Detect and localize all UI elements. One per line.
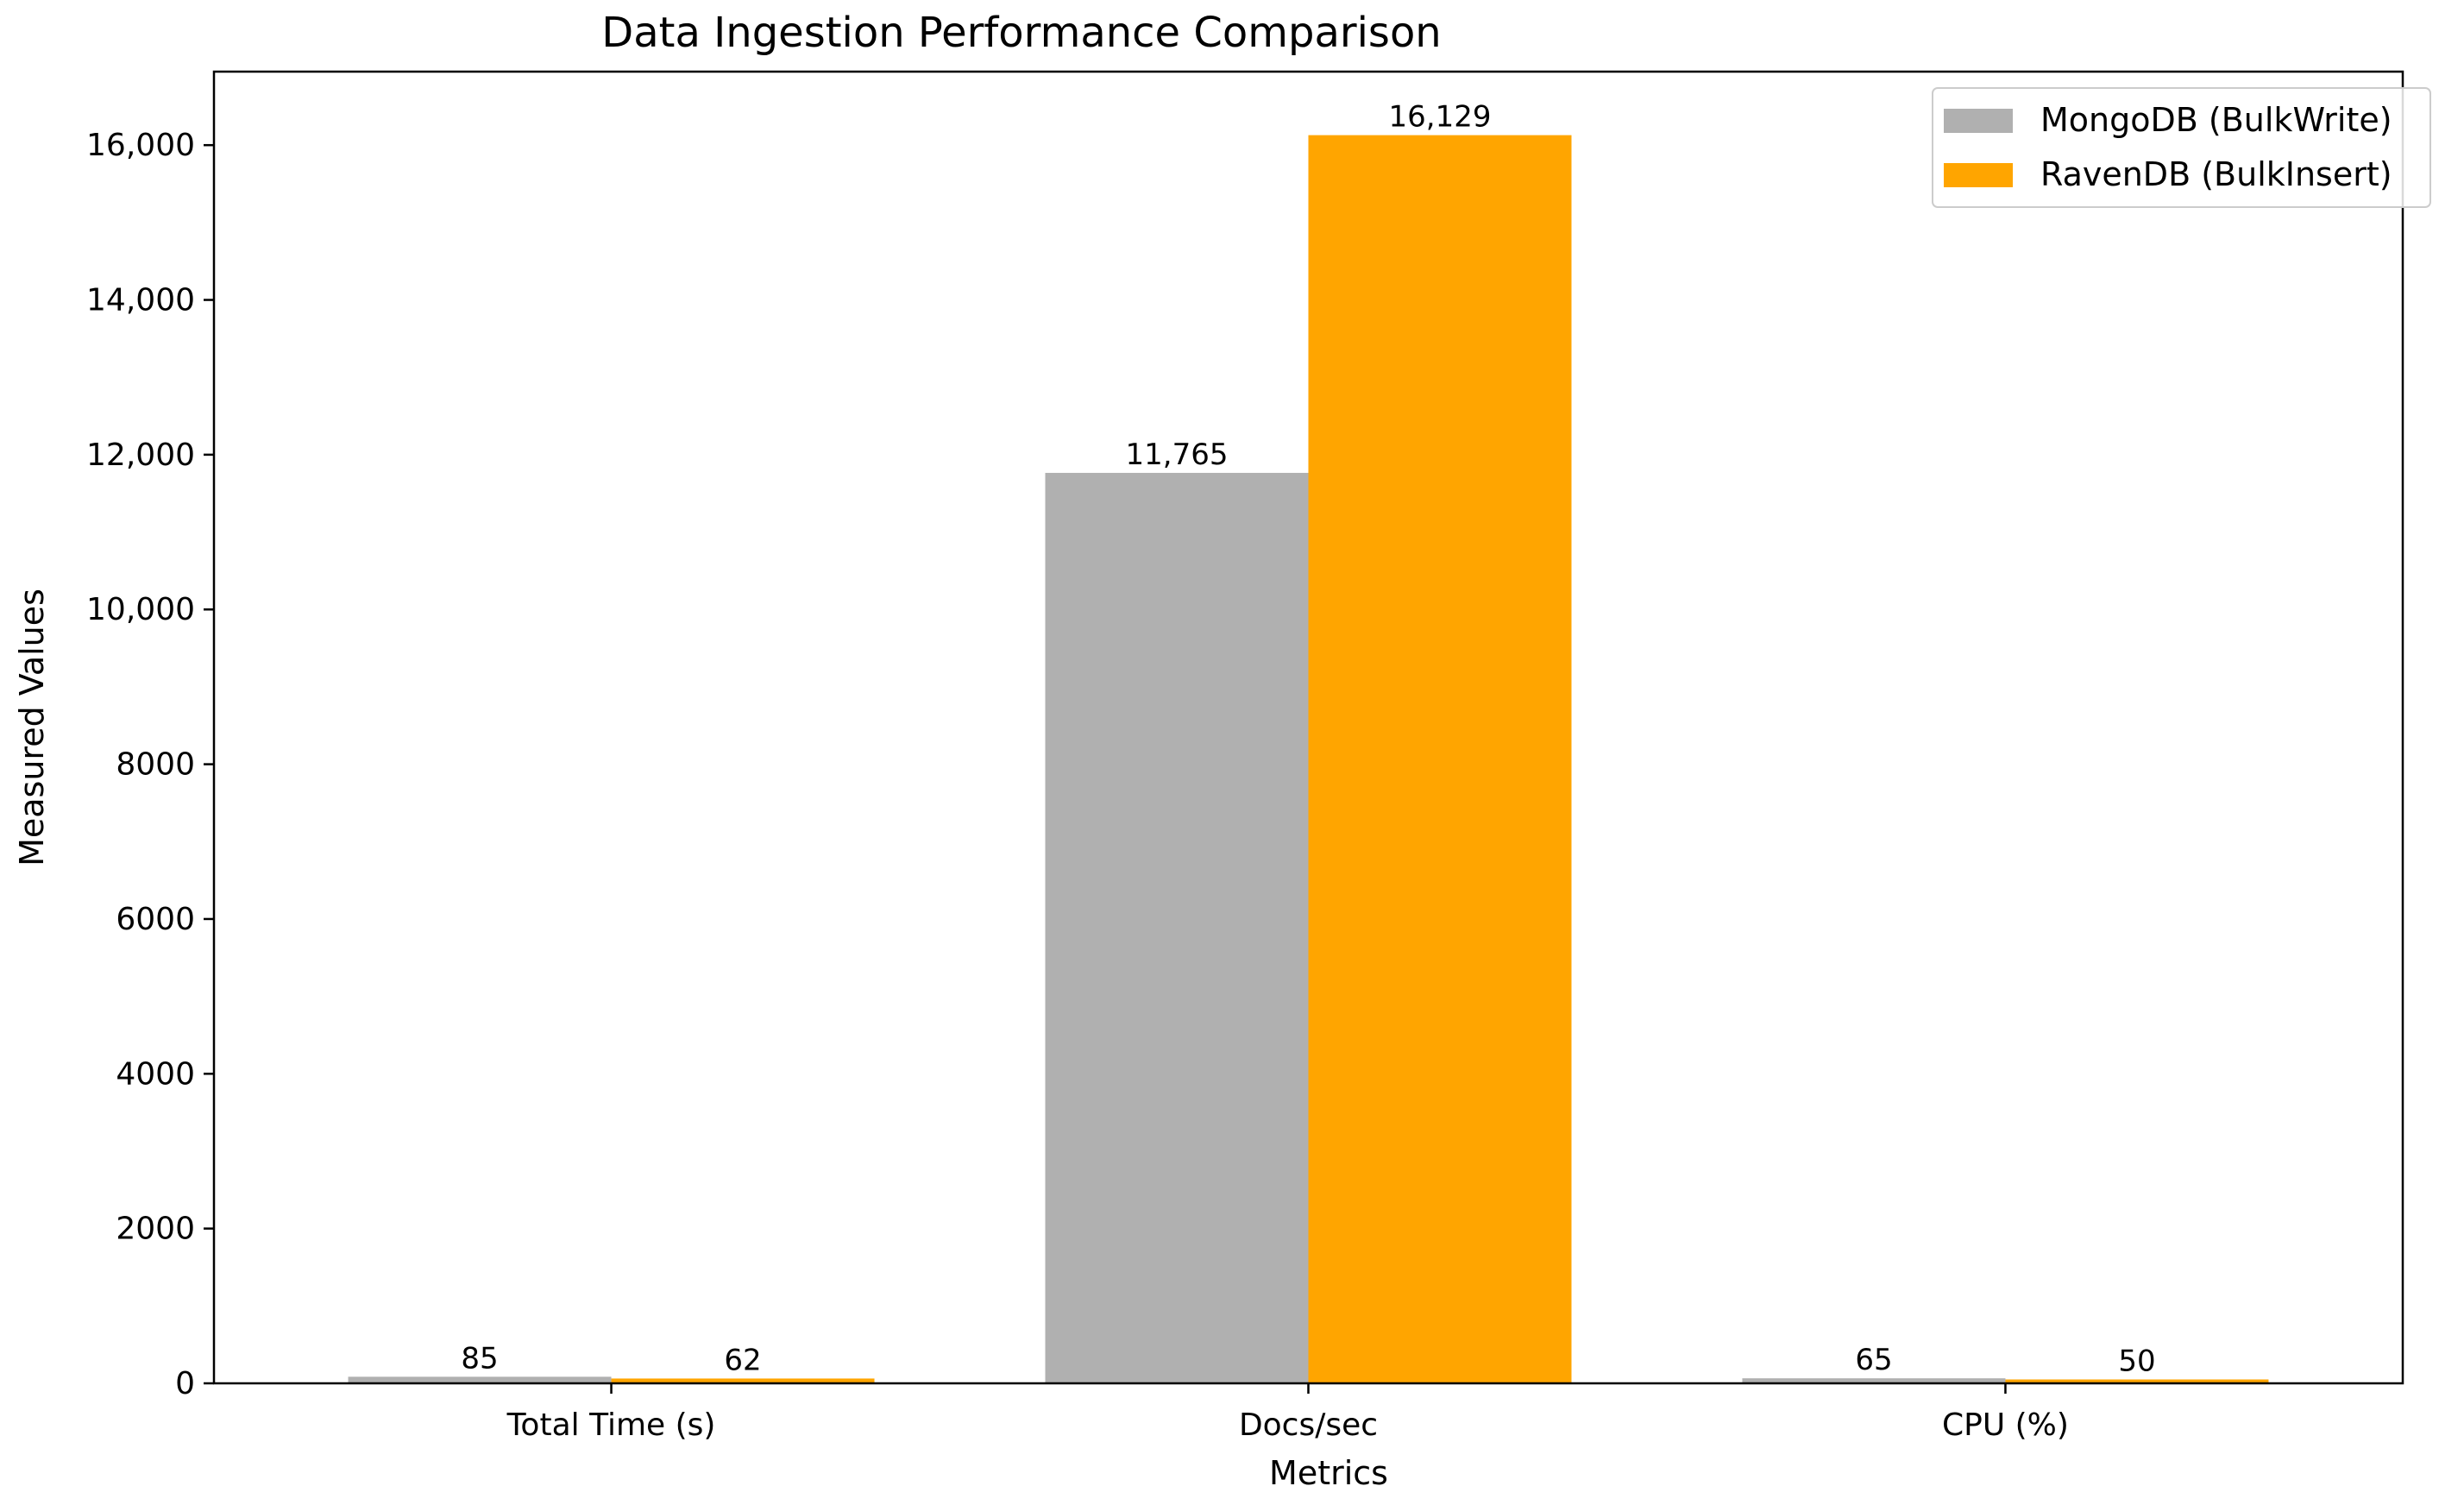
bar-ravendb-docs-sec [1308,135,1572,1384]
data-label-ravendb-total-time-s: 62 [724,1343,761,1377]
x-axis-title: Metrics [1269,1454,1388,1492]
x-tick-label-cpu: CPU (%) [1942,1407,2069,1443]
bars-layer [348,135,2269,1384]
y-tick-label: 6000 [116,902,195,937]
y-tick-label: 16,000 [86,128,195,163]
bar-mongodb-docs-sec [1045,472,1309,1383]
y-tick-label: 10,000 [86,592,195,627]
data-label-ravendb-cpu: 50 [2118,1344,2155,1379]
data-label-mongodb-total-time-s: 85 [461,1341,498,1376]
data-labels-layer: 85 11,765 65 62 16,129 50 [461,100,2155,1379]
legend-label-ravendb: RavenDB (BulkInsert) [2040,155,2392,193]
chart-title: Data Ingestion Performance Comparison [601,9,1441,57]
y-tick-label: 2000 [116,1212,195,1247]
bar-ravendb-cpu [2005,1379,2269,1383]
y-tick-label: 4000 [116,1056,195,1092]
legend-frame [1932,87,2431,208]
y-tick-label: 8000 [116,747,195,783]
data-label-ravendb-docs-sec: 16,129 [1389,100,1492,135]
y-tick-label: 0 [175,1366,195,1401]
legend-label-mongodb: MongoDB (BulkWrite) [2040,101,2392,139]
bar-ravendb-total-time-s [611,1378,875,1383]
x-axis: Total Time (s) Docs/sec CPU (%) [506,1383,2069,1443]
legend-swatch-mongodb [1944,109,2013,133]
legend-swatch-ravendb [1944,163,2013,187]
data-label-mongodb-docs-sec: 11,765 [1126,438,1229,472]
data-label-mongodb-cpu: 65 [1855,1343,1892,1377]
y-tick-label: 14,000 [86,283,195,318]
x-tick-label-total-time-s: Total Time (s) [506,1407,716,1443]
bar-mongodb-cpu [1742,1378,2006,1383]
bar-mongodb-total-time-s [348,1376,612,1383]
y-axis-title: Measured Values [13,589,51,866]
x-tick-label-docs-sec: Docs/sec [1239,1407,1378,1443]
legend: MongoDB (BulkWrite) RavenDB (BulkInsert) [1932,87,2431,208]
y-tick-label: 12,000 [86,438,195,473]
y-axis: 0 2000 4000 6000 8000 10,000 12,000 14,000 16,00… [86,128,214,1401]
